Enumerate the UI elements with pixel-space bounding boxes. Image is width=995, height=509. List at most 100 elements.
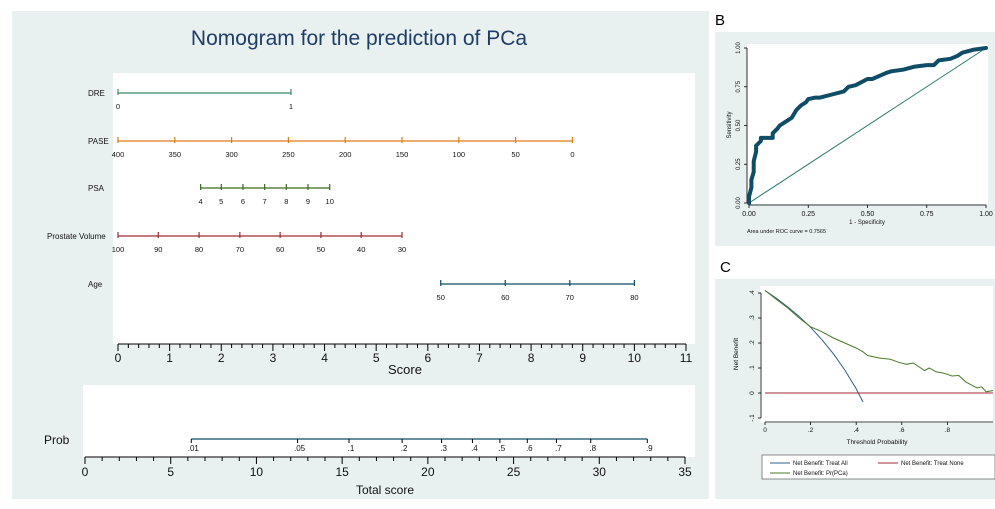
prob-tick-label: .9 [646, 444, 653, 453]
variable-tick-label: 4 [199, 197, 203, 206]
roc-layer: 0.00 0.25 0.50 0.75 1.00 0.00 0.25 0.50 0.75 1.00… [727, 42, 993, 235]
variable-tick-label: 0 [116, 102, 120, 111]
roc-x-tick-label: 0.00 [742, 211, 756, 218]
variable-tick-label: 7 [263, 197, 267, 206]
variable-tick-label: 80 [630, 293, 638, 302]
dca-y-tick-label: .2 [749, 340, 756, 346]
variable-tick-label: 70 [566, 293, 574, 302]
dca-legend-box [761, 454, 995, 480]
variable-tick-label: 60 [501, 293, 509, 302]
dca-y-tick-label: -.1 [749, 414, 756, 422]
panel-label-c: C [720, 259, 731, 276]
variable-tick-label: 100 [453, 150, 466, 159]
variable-label: PSA [88, 184, 105, 193]
roc-y-tick-label: 0.75 [736, 80, 742, 92]
roc-y-tick-label: 0.50 [736, 119, 742, 131]
dca-x-tick-label: .2 [808, 427, 814, 434]
variable-tick-label: 8 [284, 197, 288, 206]
dca-x-tick-label: .4 [853, 427, 859, 434]
variable-tick-label: 0 [570, 150, 574, 159]
prob-row-label: Prob [44, 433, 70, 447]
nomogram-title: Nomogram for the prediction of PCa [191, 27, 527, 50]
variable-label: Age [88, 280, 103, 289]
total-axis-tick-label: 15 [335, 465, 349, 479]
variable-tick-label: 50 [511, 150, 519, 159]
variable-tick-label: 400 [112, 150, 125, 159]
prob-tick-label: .01 [188, 444, 200, 453]
prob-tick-label: .8 [589, 444, 596, 453]
prob-tick-label: .3 [440, 444, 447, 453]
score-axis-tick-label: 6 [424, 351, 431, 365]
score-axis-tick-label: 0 [115, 351, 122, 365]
total-score-layer: Prob .01 .05 .1 .2 .3 .4 .5 .6 .7 .8 .9 0 5 10 15 20 25 30… [44, 433, 692, 497]
nomogram-plot-area [113, 73, 695, 344]
score-axis-tick-label: 8 [528, 351, 535, 365]
variable-label: DRE [88, 89, 105, 98]
dca-legend-label: Net Benefit: Treat None [901, 461, 964, 467]
score-axis-title: Score [388, 362, 422, 377]
dca-y-tick-label: 0 [749, 391, 756, 395]
dca-plot-area [760, 286, 993, 423]
roc-x-tick-label: 0.75 [920, 211, 934, 218]
score-axis-tick-label: 1 [166, 351, 173, 365]
variable-tick-label: 30 [398, 245, 406, 254]
score-axis-tick-label: 4 [321, 351, 328, 365]
roc-y-tick-label: 0.00 [736, 197, 742, 209]
dca-x-tick-label: 0 [763, 427, 767, 434]
roc-plot-area [747, 44, 988, 204]
variable-tick-label: 5 [219, 197, 223, 206]
prob-tick-label: .6 [526, 444, 533, 453]
roc-reference-line [748, 47, 987, 204]
variable-label: Prostate Volume [47, 232, 106, 241]
variable-tick-label: 1 [289, 102, 293, 111]
score-axis-tick-label: 2 [218, 351, 225, 365]
total-axis-tick-label: 30 [593, 465, 607, 479]
variable-tick-label: 6 [241, 197, 245, 206]
dca-x-tick-label: .6 [899, 427, 905, 434]
prob-tick-label: .2 [401, 444, 408, 453]
prob-tick-label: .5 [499, 444, 506, 453]
dca-y-tick-label: .1 [749, 365, 756, 371]
variable-tick-label: 40 [357, 245, 365, 254]
dca-y-tick-label: .4 [749, 290, 756, 296]
variable-label: PASE [88, 137, 109, 146]
variable-tick-label: 250 [282, 150, 295, 159]
variable-tick-label: 70 [236, 245, 244, 254]
roc-x-tick-label: 0.25 [801, 211, 815, 218]
variable-tick-label: 300 [225, 150, 238, 159]
prob-tick-label: .7 [555, 444, 562, 453]
score-axis-tick-label: 10 [628, 351, 642, 365]
roc-y-tick-label: 1.00 [736, 42, 742, 54]
dca-y-axis-title: Net Benefit [733, 338, 740, 370]
score-axis-tick-label: 5 [373, 351, 380, 365]
dca-series-line [764, 290, 994, 393]
variable-tick-label: 200 [339, 150, 352, 159]
variable-tick-label: 10 [326, 197, 334, 206]
score-axis-tick-label: 11 [680, 351, 693, 365]
dca-legend-label: Net Benefit: Pr(PCa) [793, 471, 848, 477]
roc-x-axis-title: 1 - Specificity [849, 220, 885, 226]
total-axis-title: Total score [356, 483, 414, 497]
variable-tick-label: 60 [276, 245, 284, 254]
roc-x-tick-label: 1.00 [979, 211, 993, 218]
roc-auc-annotation: Area under ROC curve = 0.7565 [747, 229, 826, 235]
roc-y-tick-label: 0.25 [736, 158, 742, 170]
roc-x-tick-label: 0.50 [861, 211, 875, 218]
score-axis-tick-label: 3 [270, 351, 277, 365]
roc-curve [747, 46, 988, 205]
variable-tick-label: 9 [306, 197, 310, 206]
variable-tick-label: 50 [317, 245, 325, 254]
total-axis-tick-label: 35 [678, 465, 692, 479]
variable-tick-label: 350 [169, 150, 182, 159]
dca-legend-label: Net Benefit: Treat All [793, 461, 848, 467]
variable-tick-label: 50 [437, 293, 445, 302]
variable-tick-label: 100 [112, 245, 125, 254]
prob-tick-label: .05 [294, 444, 306, 453]
variable-tick-label: 150 [396, 150, 409, 159]
dca-layer: 0 .2 .4 .6 .8 -.1 0 .1 .2 .3 .4 Threshold Probabili… [733, 290, 994, 477]
dca-x-tick-label: .8 [945, 427, 951, 434]
dca-series-line [764, 290, 864, 403]
score-axis-tick-label: 9 [579, 351, 586, 365]
